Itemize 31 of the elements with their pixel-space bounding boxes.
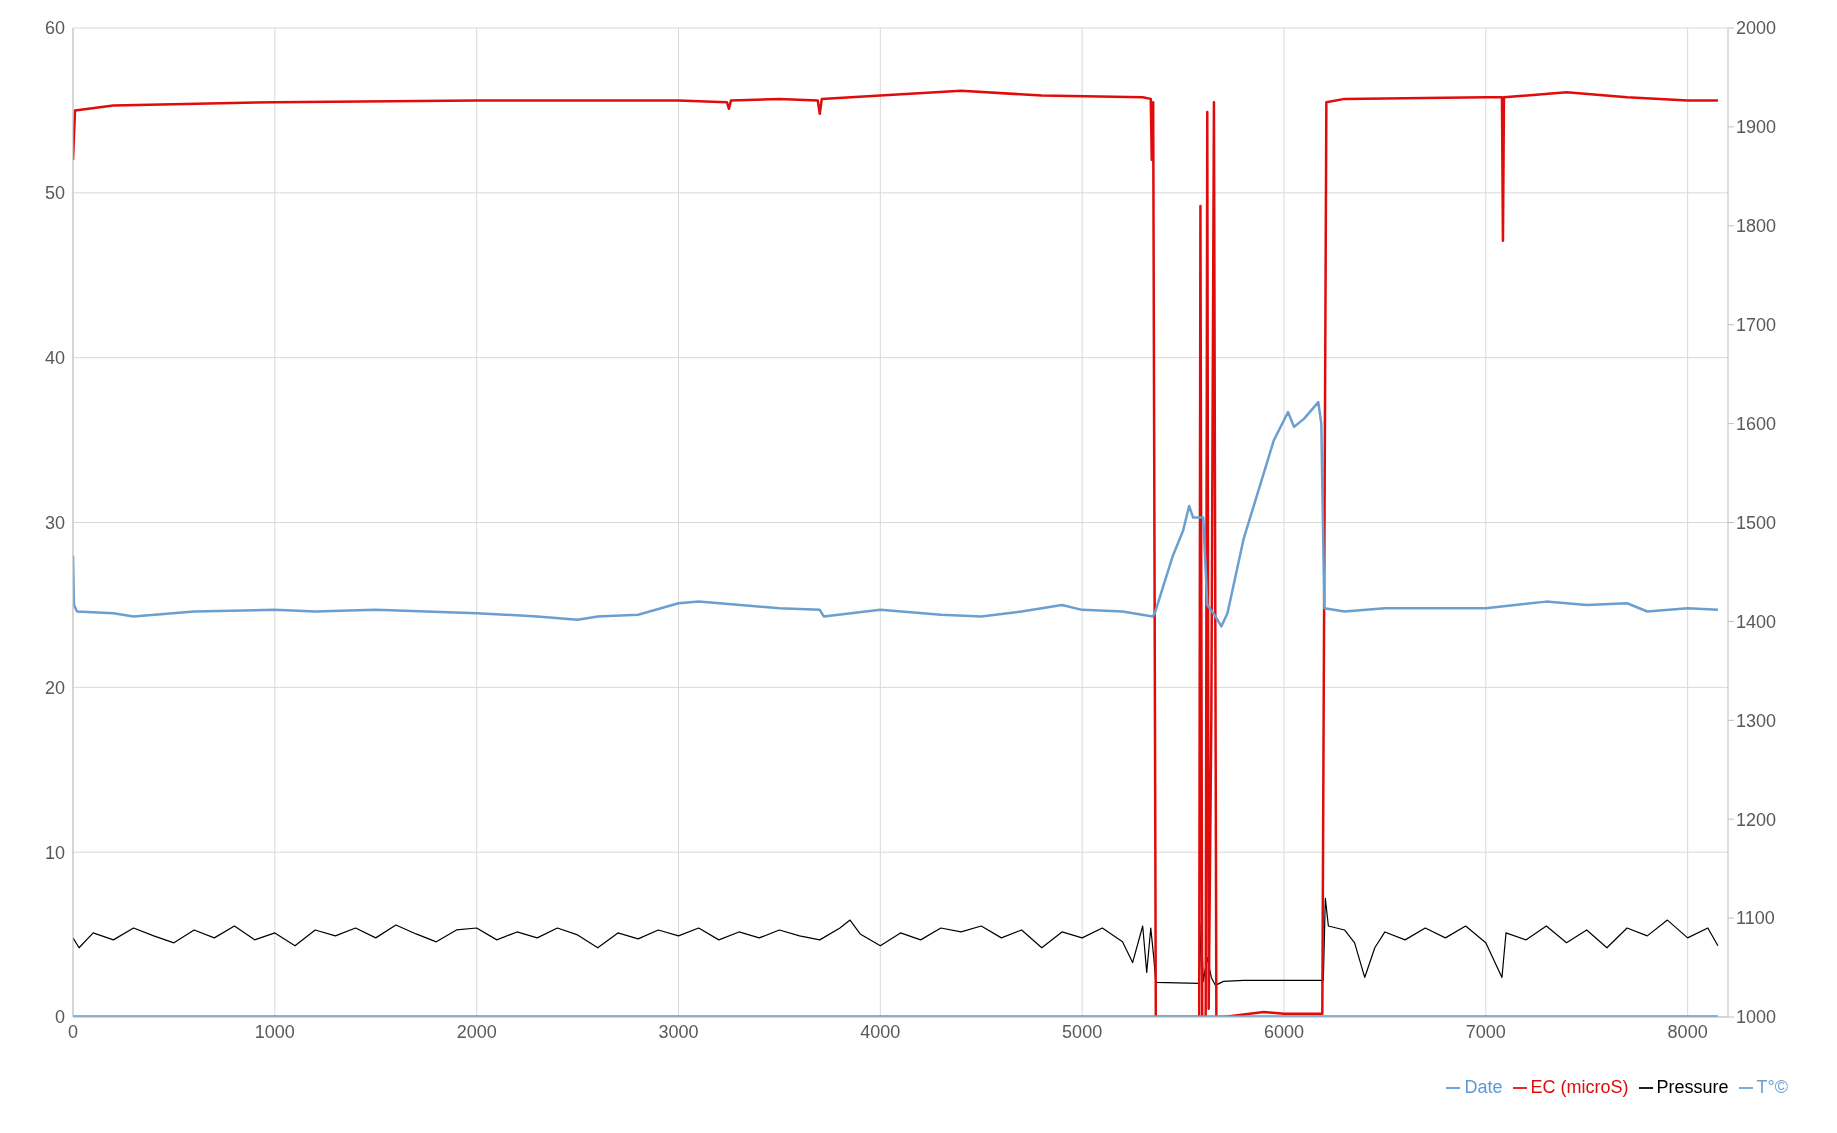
x-tick-label: 8000: [1667, 1021, 1708, 1042]
y2-tick-label: 1500: [1736, 512, 1777, 533]
legend-label: Date: [1464, 1077, 1503, 1097]
x-tick-label: 0: [67, 1021, 79, 1042]
y2-tick-label: 1700: [1736, 315, 1777, 336]
y-tick-label: 50: [44, 183, 65, 204]
y2-tick-label: 1000: [1736, 1007, 1777, 1028]
y2-tick-label: 1100: [1736, 908, 1775, 929]
y2-tick-label: 1600: [1736, 413, 1777, 434]
legend-label: EC (microS): [1530, 1077, 1629, 1097]
y-tick-label: 60: [44, 18, 65, 39]
legend-label: Pressure: [1656, 1077, 1729, 1097]
y-tick-label: 0: [54, 1007, 65, 1028]
y2-tick-label: 1900: [1736, 117, 1777, 138]
y-tick-label: 20: [44, 677, 65, 698]
y-tick-label: 40: [44, 348, 65, 369]
x-tick-label: 3000: [658, 1021, 699, 1042]
x-tick-label: 1000: [254, 1021, 295, 1042]
x-tick-label: 6000: [1263, 1021, 1304, 1042]
legend-label: T°©: [1756, 1077, 1788, 1097]
x-tick-label: 2000: [456, 1021, 497, 1042]
x-tick-label: 7000: [1465, 1021, 1506, 1042]
y-tick-label: 30: [44, 512, 65, 533]
x-tick-label: 5000: [1062, 1021, 1103, 1042]
y2-tick-label: 2000: [1736, 18, 1777, 39]
y2-tick-label: 1400: [1736, 611, 1777, 632]
y-tick-label: 10: [44, 842, 65, 863]
x-tick-label: 4000: [860, 1021, 901, 1042]
y2-tick-label: 1800: [1736, 216, 1777, 237]
y2-tick-label: 1300: [1736, 710, 1777, 731]
y2-tick-label: 1200: [1736, 809, 1777, 830]
